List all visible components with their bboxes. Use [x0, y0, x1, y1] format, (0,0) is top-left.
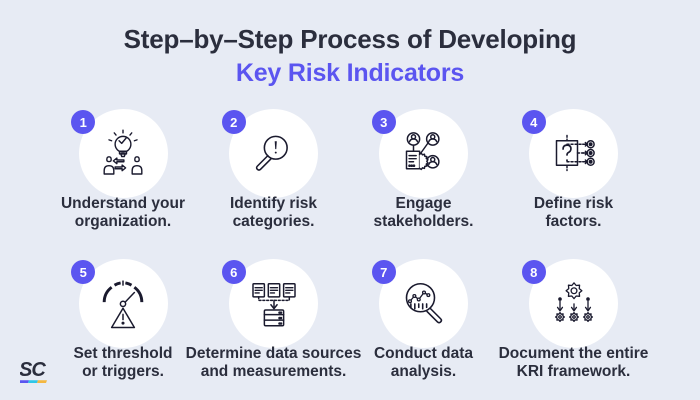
svg-text:SC: SC	[20, 359, 46, 381]
